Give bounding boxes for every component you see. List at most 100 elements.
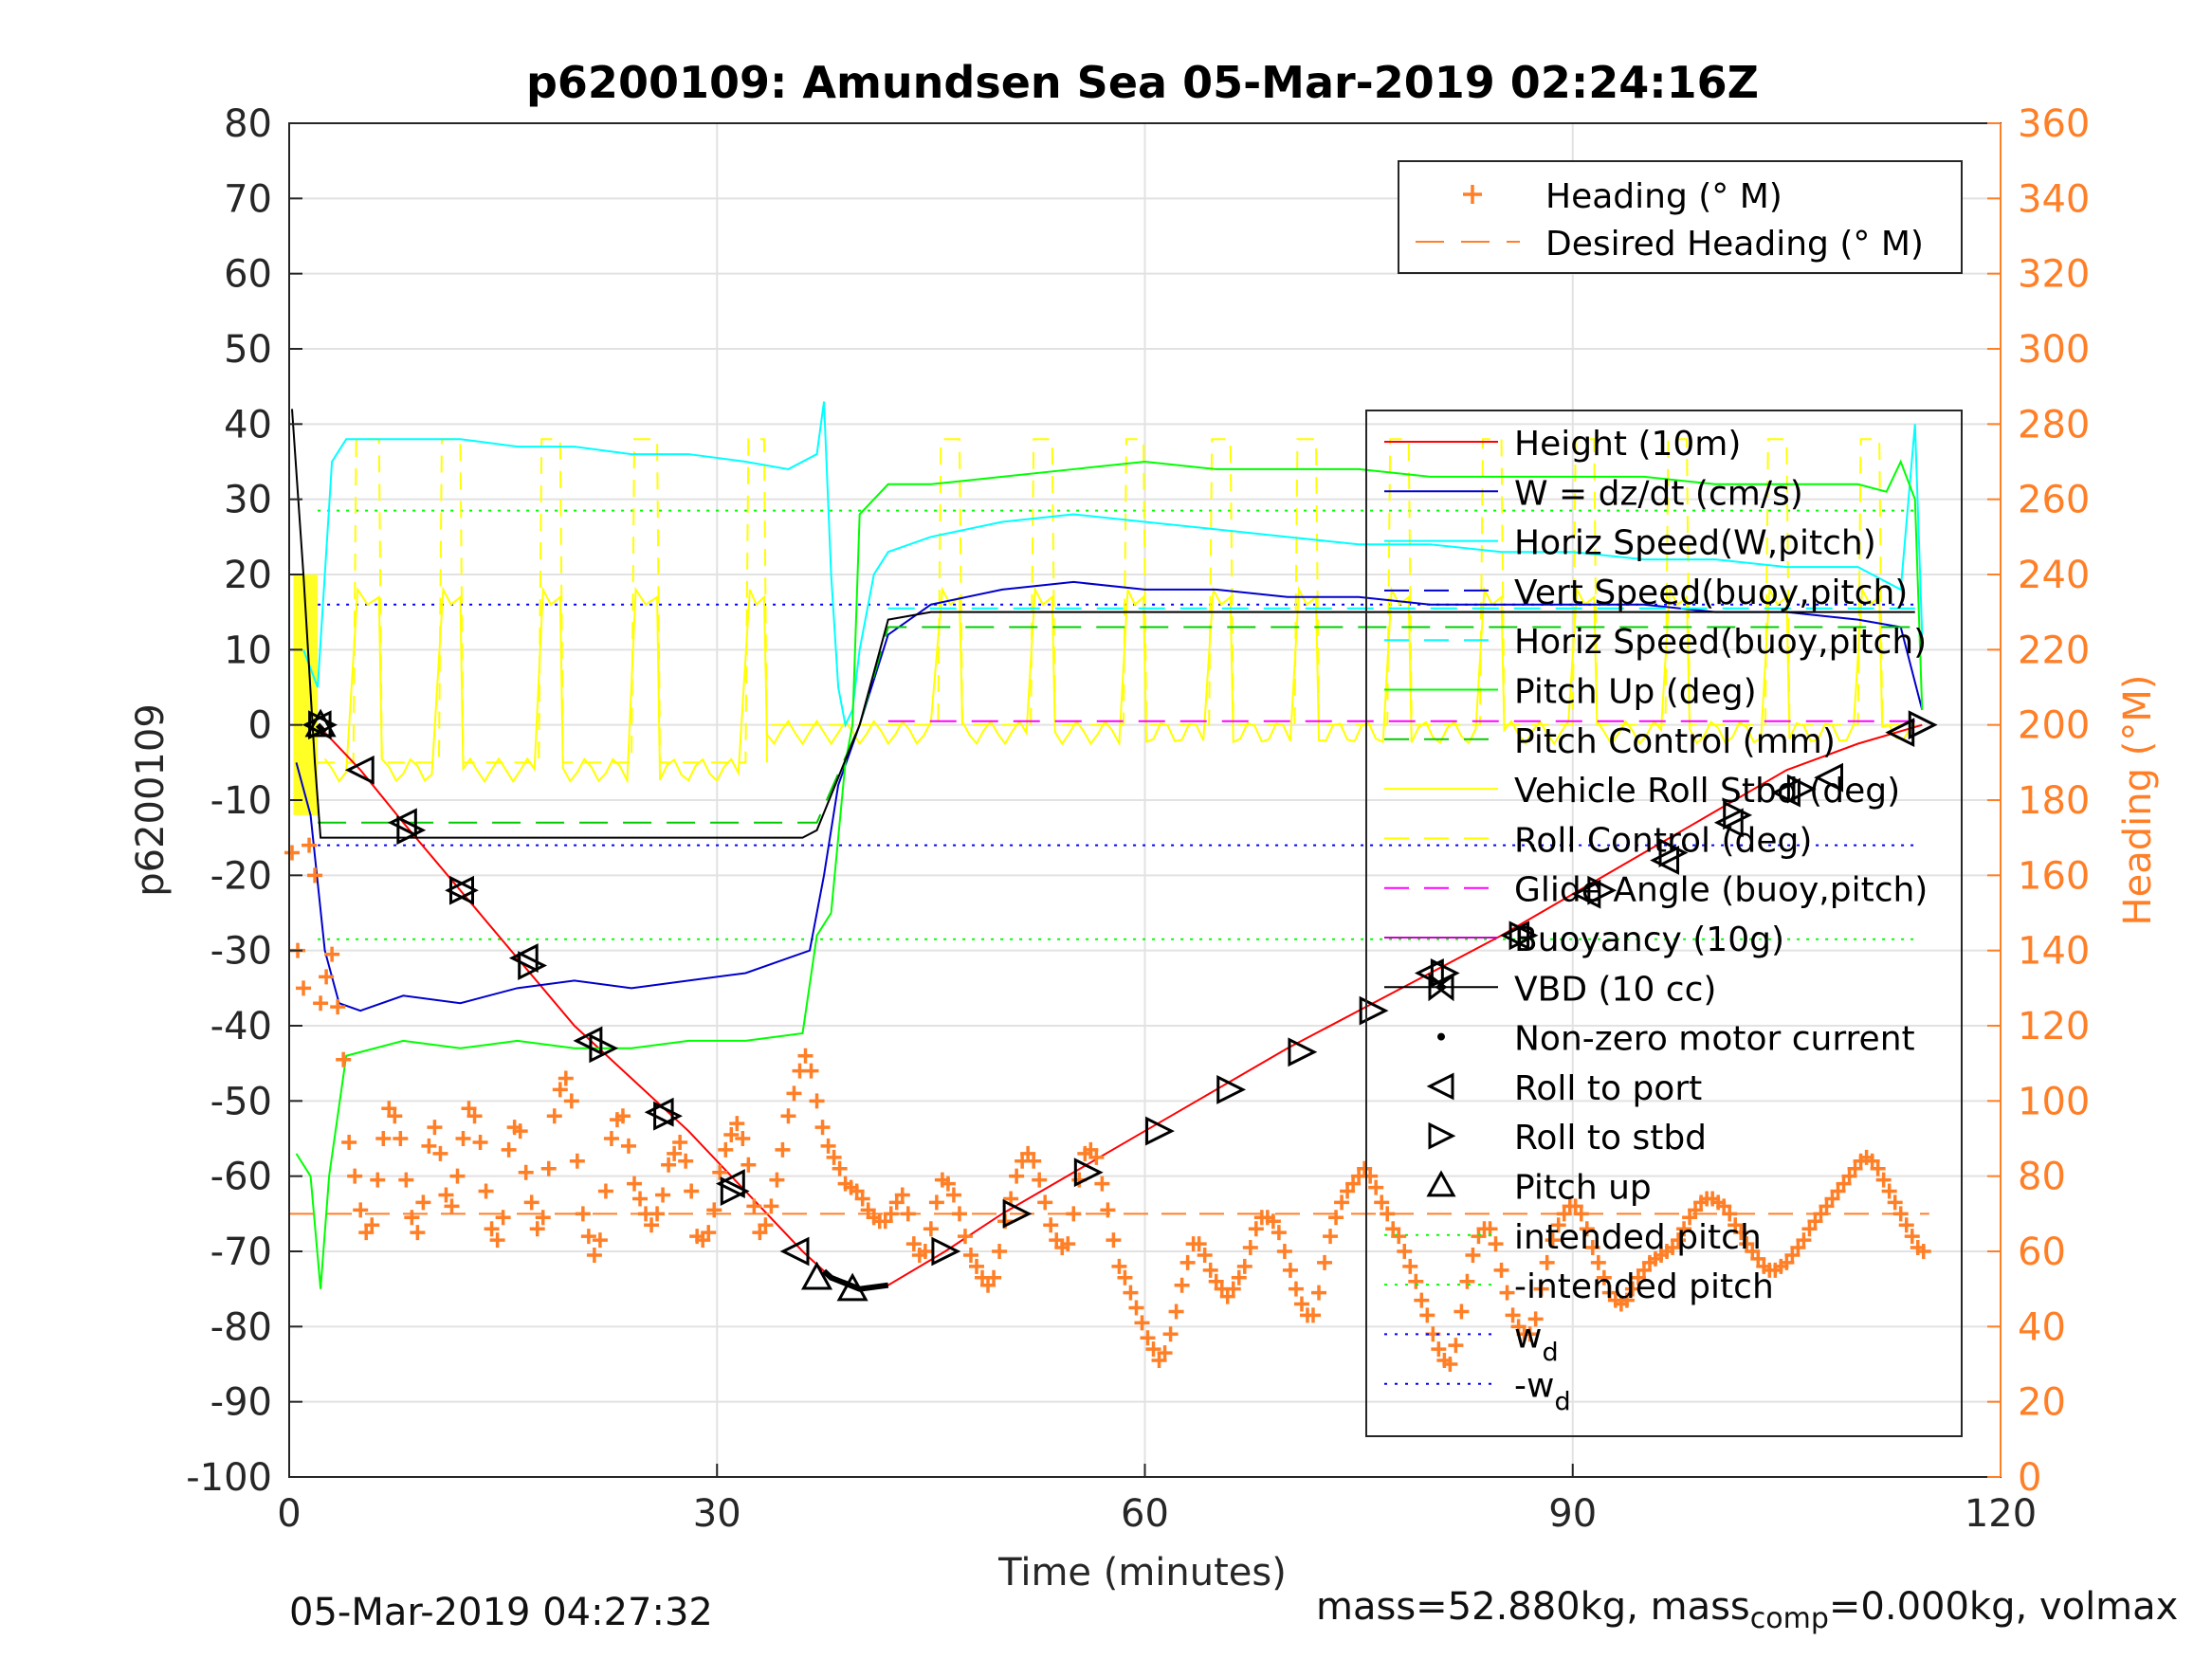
marker-roll-stbd bbox=[396, 815, 427, 846]
heading-point bbox=[489, 1232, 505, 1249]
heading-point bbox=[455, 1131, 471, 1146]
heading-point bbox=[1448, 1338, 1464, 1354]
heading-point bbox=[1414, 1292, 1430, 1308]
heading-point bbox=[1618, 1292, 1635, 1308]
heading-point bbox=[1128, 1300, 1144, 1316]
heading-point bbox=[758, 1217, 774, 1233]
heading-point bbox=[484, 1221, 500, 1237]
legend-heading-symbol bbox=[1463, 185, 1482, 204]
legend-symbol bbox=[1437, 1032, 1445, 1041]
heading-point bbox=[302, 837, 318, 853]
marker-roll-stbd bbox=[1430, 958, 1460, 988]
marker-roll-stbd bbox=[1359, 995, 1389, 1026]
footer-mass-rest: =0.000kg, volmax bbox=[1828, 1585, 2179, 1629]
y-tick-label: 40 bbox=[224, 403, 272, 447]
heading-point bbox=[347, 1168, 363, 1184]
heading-point bbox=[667, 1145, 683, 1161]
marker-pitch-up bbox=[800, 1261, 833, 1290]
series-vbd bbox=[291, 409, 1915, 839]
y2-tick-label: 160 bbox=[2018, 854, 2090, 898]
heading-point bbox=[986, 1269, 1002, 1285]
heading-point bbox=[1174, 1277, 1190, 1293]
legend-label: Horiz Speed(buoy,pitch) bbox=[1514, 623, 1927, 662]
marker-roll-port bbox=[1571, 879, 1601, 909]
heading-point bbox=[797, 1048, 814, 1064]
heading-point bbox=[284, 845, 301, 861]
heading-point bbox=[1887, 1194, 1903, 1211]
heading-point bbox=[449, 1168, 466, 1184]
heading-point bbox=[957, 1229, 973, 1245]
heading-point bbox=[832, 1160, 848, 1176]
y2-tick-label: 120 bbox=[2018, 1005, 2090, 1048]
heading-point bbox=[1276, 1244, 1292, 1259]
marker-roll-stbd bbox=[449, 875, 479, 905]
heading-point bbox=[1009, 1168, 1025, 1184]
heading-point bbox=[1328, 1210, 1344, 1226]
y2-tick-label: 60 bbox=[2018, 1231, 2066, 1274]
heading-point bbox=[1505, 1307, 1521, 1323]
x-tick-label: 60 bbox=[1121, 1492, 1169, 1536]
heading-point bbox=[905, 1236, 922, 1252]
heading-point bbox=[854, 1191, 870, 1207]
y-tick-label: -10 bbox=[210, 779, 272, 823]
heading-point bbox=[1465, 1247, 1481, 1263]
heading-point bbox=[296, 980, 312, 996]
heading-point bbox=[1459, 1273, 1475, 1289]
heading-point bbox=[1032, 1172, 1048, 1188]
heading-point bbox=[472, 1134, 488, 1150]
heading-point bbox=[945, 1187, 961, 1203]
heading-point bbox=[1123, 1285, 1139, 1301]
y-tick-label: 10 bbox=[224, 629, 272, 672]
heading-point bbox=[466, 1108, 483, 1124]
heading-point bbox=[575, 1206, 591, 1222]
heading-point bbox=[1493, 1262, 1509, 1278]
heading-point bbox=[1676, 1221, 1692, 1237]
heading-point bbox=[1311, 1285, 1327, 1301]
marker-roll-port bbox=[1500, 921, 1530, 951]
y2-tick-label: 280 bbox=[2018, 403, 2090, 447]
series-w bbox=[295, 580, 1924, 1012]
heading-point bbox=[1671, 1232, 1687, 1249]
heading-point bbox=[415, 1194, 431, 1211]
heading-point bbox=[592, 1232, 608, 1249]
heading-point bbox=[900, 1206, 916, 1222]
heading-point bbox=[769, 1172, 785, 1188]
heading-point bbox=[1305, 1307, 1321, 1323]
heading-point bbox=[330, 999, 346, 1015]
heading-point bbox=[763, 1198, 779, 1214]
heading-point bbox=[1162, 1326, 1179, 1342]
heading-point bbox=[1527, 1311, 1544, 1327]
heading-point bbox=[786, 1085, 802, 1102]
legend-label: Roll to port bbox=[1514, 1069, 1702, 1108]
legend-symbol bbox=[1426, 1170, 1456, 1197]
legend-symbol bbox=[1426, 1072, 1454, 1101]
heading-point bbox=[723, 1127, 740, 1143]
legend-label-subscript: d bbox=[1554, 1388, 1570, 1417]
legend-label: Vert Speed(buoy,pitch) bbox=[1514, 574, 1908, 612]
heading-point bbox=[1488, 1236, 1504, 1252]
heading-point bbox=[917, 1244, 933, 1259]
heading-point bbox=[1088, 1149, 1105, 1165]
marker-roll-stbd bbox=[1658, 838, 1689, 867]
heading-point bbox=[404, 1210, 420, 1226]
heading-point bbox=[803, 1063, 819, 1079]
legend-label: Non-zero motor current bbox=[1514, 1020, 1915, 1059]
heading-point bbox=[558, 1070, 574, 1086]
heading-point bbox=[540, 1160, 557, 1176]
heading-point bbox=[1362, 1168, 1379, 1184]
legend-vbd-marker bbox=[1428, 973, 1454, 1002]
marker-roll-port bbox=[508, 943, 539, 974]
motor-current-mark bbox=[822, 1268, 889, 1292]
legend-upper-label: Desired Heading (° M) bbox=[1545, 225, 1924, 264]
legend-label: Roll to stbd bbox=[1514, 1119, 1707, 1158]
heading-point bbox=[478, 1183, 494, 1199]
legend-label: intended pitch bbox=[1514, 1218, 1762, 1257]
heading-point bbox=[632, 1191, 649, 1207]
heading-point bbox=[563, 1093, 579, 1109]
heading-point bbox=[1236, 1258, 1252, 1274]
marker-roll-stbd bbox=[1145, 1116, 1175, 1146]
y-tick-label: -100 bbox=[186, 1456, 272, 1500]
heading-point bbox=[1317, 1254, 1333, 1270]
legend-label: Horiz Speed(W,pitch) bbox=[1514, 524, 1876, 563]
heading-point bbox=[1157, 1345, 1173, 1361]
